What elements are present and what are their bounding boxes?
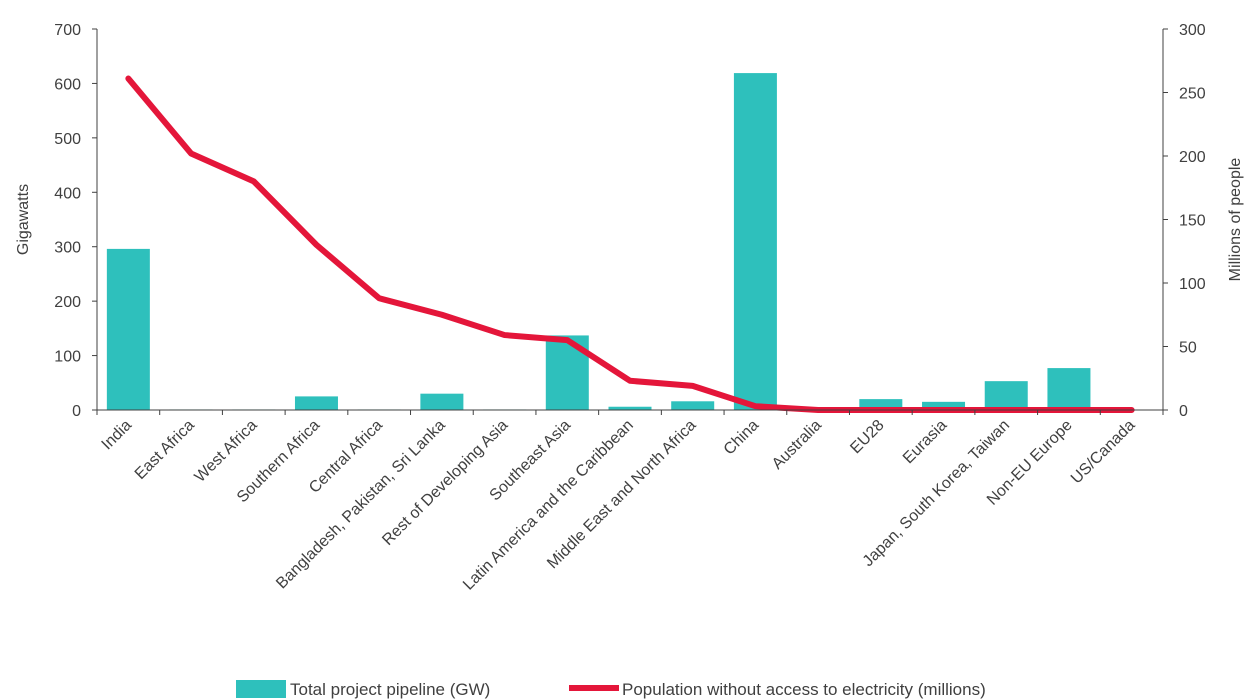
legend: Total project pipeline (GW) Population w… bbox=[236, 680, 986, 699]
bar bbox=[294, 396, 338, 410]
left-tick-label: 600 bbox=[54, 76, 81, 93]
y2-axis-title: Millions of people bbox=[1227, 158, 1244, 282]
bar bbox=[922, 401, 966, 410]
category-label: Australia bbox=[769, 417, 825, 473]
right-tick-label: 150 bbox=[1179, 213, 1206, 230]
left-tick-label: 200 bbox=[54, 294, 81, 311]
left-tick-label: 400 bbox=[54, 185, 81, 202]
category-label: China bbox=[721, 417, 763, 459]
category-label: US/Canada bbox=[1068, 417, 1139, 488]
left-tick-label: 700 bbox=[54, 22, 81, 39]
bar bbox=[671, 401, 715, 410]
category-label: India bbox=[99, 417, 136, 454]
right-tick-label: 50 bbox=[1179, 340, 1197, 357]
category-label: EU28 bbox=[847, 417, 887, 457]
right-tick-label: 300 bbox=[1179, 22, 1206, 39]
bar bbox=[608, 406, 652, 410]
y-axis-title: Gigawatts bbox=[15, 184, 32, 255]
bar bbox=[984, 381, 1028, 410]
line-series bbox=[125, 75, 1135, 413]
left-tick-label: 300 bbox=[54, 240, 81, 257]
population-line bbox=[125, 75, 1135, 413]
category-label: Eurasia bbox=[900, 417, 950, 467]
category-label: Rest of Developing Asia bbox=[379, 417, 511, 549]
bar bbox=[859, 399, 903, 410]
right-tick-label: 200 bbox=[1179, 149, 1206, 166]
bar bbox=[106, 248, 150, 410]
bar bbox=[420, 393, 464, 410]
axes bbox=[96, 29, 1164, 411]
bar bbox=[1047, 368, 1091, 410]
right-tick-label: 250 bbox=[1179, 86, 1206, 103]
category-label: East Africa bbox=[132, 417, 198, 483]
left-tick-label: 0 bbox=[72, 403, 81, 420]
category-label: West Africa bbox=[192, 417, 261, 486]
bar-series bbox=[106, 73, 1091, 410]
left-axis-ticks: 0 100 200 300 400 500 600 700 bbox=[54, 22, 97, 420]
right-tick-label: 0 bbox=[1179, 403, 1188, 420]
legend-line-label: Population without access to electricity… bbox=[622, 680, 986, 699]
left-tick-label: 100 bbox=[54, 349, 81, 366]
left-tick-label: 500 bbox=[54, 131, 81, 148]
legend-bar-label: Total project pipeline (GW) bbox=[290, 680, 490, 699]
legend-bar-swatch bbox=[236, 680, 286, 698]
right-axis-ticks: 0 50 100 150 200 250 300 bbox=[1163, 22, 1206, 420]
bar bbox=[733, 73, 777, 410]
right-tick-label: 100 bbox=[1179, 276, 1206, 293]
